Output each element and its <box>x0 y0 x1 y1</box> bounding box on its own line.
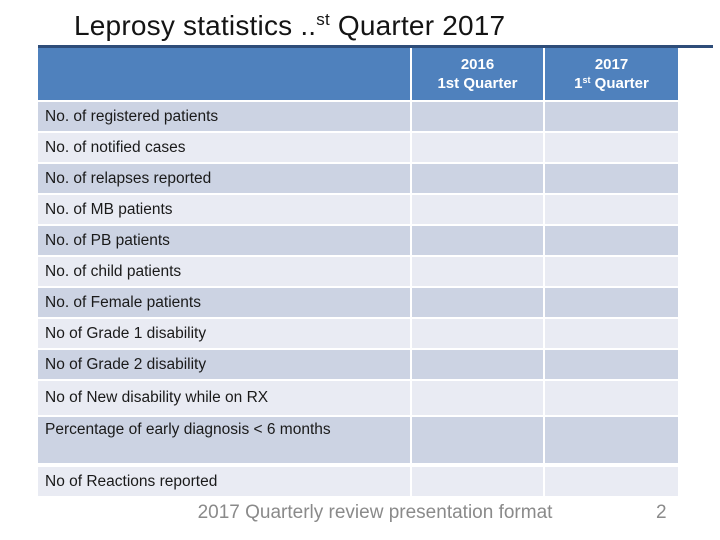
row-label: No. of relapses reported <box>38 164 410 193</box>
value-cell-2016 <box>412 467 543 496</box>
header-2016-year: 2016 <box>460 55 495 73</box>
header-2017-year: 2017 <box>594 55 629 73</box>
table-row-child-patients: No. of child patients <box>38 257 678 286</box>
value-cell-2017 <box>545 195 678 224</box>
slide-title-superscript: st <box>316 10 330 29</box>
row-label: No. of registered patients <box>38 102 410 131</box>
table-row-notified-cases: No. of notified cases <box>38 133 678 162</box>
table-row-new-disability-on-rx: No of New disability while on RX <box>38 381 678 415</box>
value-cell-2016 <box>412 381 543 415</box>
slide-title-text: Leprosy statistics .. <box>74 10 317 41</box>
value-cell-2017 <box>545 257 678 286</box>
row-label: No. of child patients <box>38 257 410 286</box>
value-cell-2016 <box>412 319 543 348</box>
value-cell-2016 <box>412 288 543 317</box>
header-cell-2017: 2017 1st Quarter <box>545 48 678 100</box>
header-cell-blank <box>38 48 410 100</box>
row-label: No. of Female patients <box>38 288 410 317</box>
value-cell-2016 <box>412 417 543 463</box>
value-cell-2017 <box>545 417 678 463</box>
value-cell-2017 <box>545 288 678 317</box>
table-row-grade2-disability: No of Grade 2 disability <box>38 350 678 379</box>
value-cell-2017 <box>545 102 678 131</box>
row-label: Percentage of early diagnosis < 6 months <box>38 417 410 463</box>
footer-text: 2017 Quarterly review presentation forma… <box>197 502 553 523</box>
table-row-registered-patients: No. of registered patients <box>38 102 678 131</box>
value-cell-2016 <box>412 102 543 131</box>
header-2017-quarter-superscript: st <box>582 75 591 85</box>
table-header-row: 2016 1st Quarter 2017 1st Quarter <box>38 48 678 100</box>
value-cell-2016 <box>412 164 543 193</box>
table-row-pb-patients: No. of PB patients <box>38 226 678 255</box>
value-cell-2017 <box>545 133 678 162</box>
row-label: No. of MB patients <box>38 195 410 224</box>
header-2017-quarter: 1st Quarter <box>574 75 649 92</box>
value-cell-2016 <box>412 350 543 379</box>
slide-title: Leprosy statistics ..st Quarter 2017 <box>74 10 505 42</box>
value-cell-2017 <box>545 381 678 415</box>
value-cell-2016 <box>412 195 543 224</box>
row-label: No. of PB patients <box>38 226 410 255</box>
table-row-relapses-reported: No. of relapses reported <box>38 164 678 193</box>
page-number: 2 <box>656 502 667 523</box>
row-label: No. of notified cases <box>38 133 410 162</box>
row-label: No of Grade 1 disability <box>38 319 410 348</box>
value-cell-2017 <box>545 467 678 496</box>
value-cell-2016 <box>412 257 543 286</box>
table-row-female-patients: No. of Female patients <box>38 288 678 317</box>
statistics-table: 2016 1st Quarter 2017 1st Quarter No. of… <box>38 48 678 498</box>
value-cell-2016 <box>412 226 543 255</box>
header-2016-quarter: 1st Quarter <box>437 75 518 92</box>
value-cell-2016 <box>412 133 543 162</box>
header-cell-2016: 2016 1st Quarter <box>412 48 543 100</box>
table-row-early-diagnosis-percentage: Percentage of early diagnosis < 6 months <box>38 417 678 463</box>
value-cell-2017 <box>545 164 678 193</box>
table-row-grade1-disability: No of Grade 1 disability <box>38 319 678 348</box>
title-underline-rule <box>38 45 713 48</box>
row-label: No of Grade 2 disability <box>38 350 410 379</box>
row-label: No of New disability while on RX <box>38 381 410 415</box>
value-cell-2017 <box>545 319 678 348</box>
slide-title-text-after: Quarter 2017 <box>329 10 506 41</box>
table-row-mb-patients: No. of MB patients <box>38 195 678 224</box>
value-cell-2017 <box>545 350 678 379</box>
value-cell-2017 <box>545 226 678 255</box>
row-label: No of Reactions reported <box>38 467 410 496</box>
table-row-reactions-reported: No of Reactions reported <box>38 467 678 496</box>
